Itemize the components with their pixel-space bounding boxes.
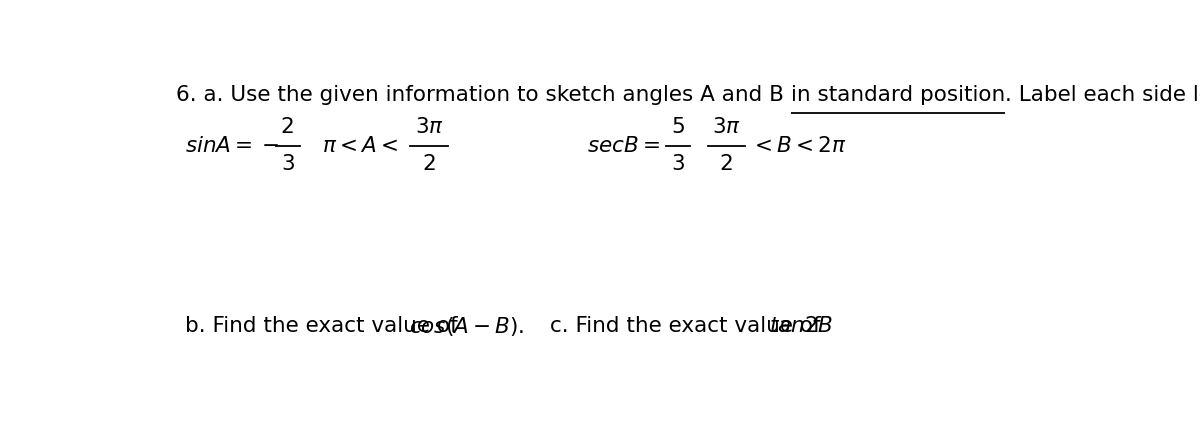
Text: 2: 2 [720,154,733,174]
Text: $cos(A - B).$: $cos(A - B).$ [408,315,524,338]
Text: 3: 3 [281,154,294,174]
Text: 2: 2 [422,154,436,174]
Text: $tan2B$: $tan2B$ [769,316,834,336]
Text: 6. a. Use the given information to sketch angles A and B: 6. a. Use the given information to sketc… [176,85,791,105]
Text: $< B < 2\pi$: $< B < 2\pi$ [750,136,846,156]
Text: $secB = $: $secB = $ [587,136,660,156]
Text: 3: 3 [672,154,685,174]
Text: in standard position: in standard position [791,85,1006,105]
Text: . Label each side length.: . Label each side length. [1006,85,1200,105]
Text: $sinA = -$: $sinA = -$ [185,136,280,156]
Text: $3\pi$: $3\pi$ [712,117,742,137]
Text: 2: 2 [281,117,294,137]
Text: $\pi < A <$: $\pi < A <$ [322,136,398,156]
Text: b. Find the exact value of: b. Find the exact value of [185,316,464,336]
Text: c. Find the exact value of: c. Find the exact value of [550,316,828,336]
Text: $3\pi$: $3\pi$ [414,117,444,137]
Text: 5: 5 [671,117,685,137]
